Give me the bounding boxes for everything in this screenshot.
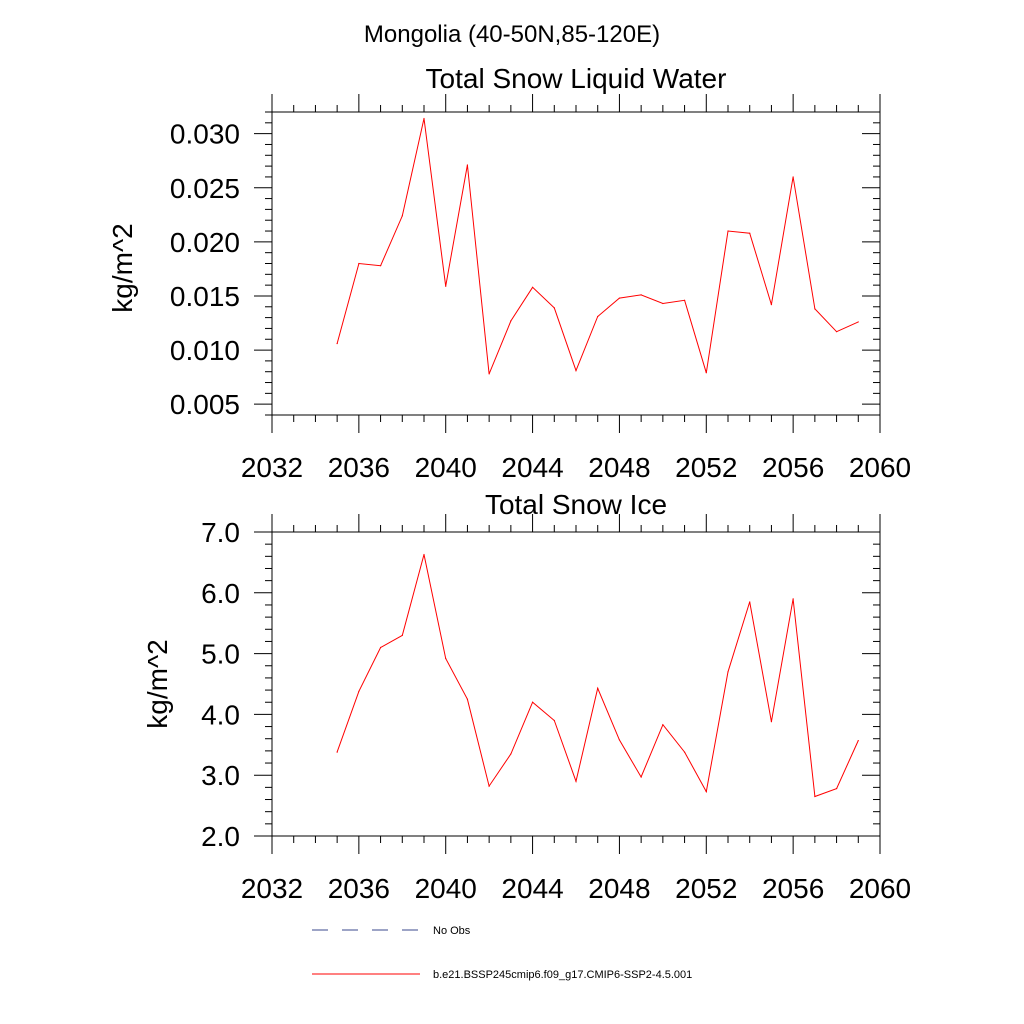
x-tick-label: 2044	[501, 452, 563, 483]
panel-snow-ice: Total Snow Ice kg/m^2 2032 2036 2040 2044 20…	[142, 489, 911, 904]
data-point	[358, 690, 360, 692]
data-point	[510, 753, 512, 755]
data-point	[445, 657, 447, 660]
data-point	[488, 785, 490, 787]
data-point	[727, 671, 729, 673]
data-point	[814, 795, 816, 798]
data-point	[683, 751, 686, 753]
x-tick-label: 2040	[415, 873, 477, 904]
series-line	[336, 554, 859, 798]
data-point	[531, 701, 534, 703]
data-point	[770, 304, 773, 306]
data-point	[423, 117, 425, 120]
data-point	[857, 739, 859, 742]
series-line	[336, 118, 859, 375]
data-point	[379, 265, 382, 267]
legend-label-no-obs: No Obs	[433, 925, 471, 937]
data-point	[510, 320, 512, 322]
y-axis-label: kg/m^2	[142, 639, 173, 728]
y-tick-label: 0.030	[170, 119, 240, 150]
data-point	[749, 232, 751, 234]
data-point	[597, 687, 599, 689]
x-tick-label: 2032	[241, 873, 303, 904]
data-point	[835, 787, 838, 790]
legend: No Obs b.e21.BSSP245cmip6.f09_g17.CMIP6-…	[312, 925, 692, 981]
data-point	[488, 373, 490, 375]
data-point	[640, 776, 642, 778]
y-tick-label: 0.020	[170, 227, 240, 258]
data-point	[401, 215, 403, 217]
x-tick-label: 2056	[762, 452, 824, 483]
data-point	[336, 751, 338, 753]
data-point	[618, 297, 621, 299]
data-point	[466, 698, 469, 700]
panel-title: Total Snow Ice	[485, 489, 667, 520]
data-point	[727, 230, 729, 232]
y-tick-label: 3.0	[201, 760, 240, 791]
x-tick-label: 2052	[675, 873, 737, 904]
data-point	[835, 331, 838, 333]
y-tick-label: 6.0	[201, 578, 240, 609]
data-point	[445, 285, 447, 287]
data-point	[336, 342, 338, 345]
data-point	[705, 791, 707, 793]
x-tick-label: 2044	[501, 873, 563, 904]
x-tick-label: 2060	[849, 452, 911, 483]
y-tick-label: 0.005	[170, 389, 240, 420]
plot-frame	[271, 531, 881, 837]
data-point	[575, 370, 577, 372]
x-tick-label: 2040	[415, 452, 477, 483]
data-point	[423, 553, 425, 556]
y-tick-label: 0.025	[170, 173, 240, 204]
data-point	[814, 308, 816, 310]
legend-label-model: b.e21.BSSP245cmip6.f09_g17.CMIP6-SSP2-4.…	[433, 969, 692, 981]
figure-suptitle: Mongolia (40-50N,85-120E)	[364, 21, 660, 48]
data-point	[662, 302, 664, 305]
x-tick-label: 2060	[849, 873, 911, 904]
x-tick-label: 2036	[328, 873, 390, 904]
y-tick-label: 0.010	[170, 335, 240, 366]
data-point	[640, 294, 642, 296]
data-point	[749, 601, 751, 603]
y-tick-label: 0.015	[170, 281, 240, 312]
panel-snow-liquid-water: Total Snow Liquid Water kg/m^2 2032 2036 2…	[107, 63, 911, 483]
data-point	[770, 721, 773, 723]
data-point	[857, 321, 859, 323]
x-tick-label: 2048	[588, 873, 650, 904]
data-point	[792, 176, 794, 178]
x-tick-label: 2048	[588, 452, 650, 483]
data-point	[575, 780, 577, 782]
data-point	[662, 724, 664, 726]
x-tick-label: 2032	[241, 452, 303, 483]
data-point	[358, 262, 360, 265]
data-point	[466, 164, 469, 166]
data-point	[379, 646, 382, 649]
x-tick-label: 2052	[675, 452, 737, 483]
data-point	[792, 598, 794, 600]
y-axis-label: kg/m^2	[107, 223, 138, 312]
data-point	[618, 739, 621, 741]
y-tick-label: 4.0	[201, 699, 240, 730]
data-point	[531, 286, 534, 288]
data-point	[705, 372, 707, 374]
panel-title: Total Snow Liquid Water	[426, 63, 727, 94]
x-tick-label: 2056	[762, 873, 824, 904]
data-point	[683, 299, 686, 301]
y-tick-label: 7.0	[201, 517, 240, 548]
data-point	[553, 307, 555, 309]
data-point	[553, 719, 555, 722]
data-point	[401, 634, 403, 636]
y-tick-label: 2.0	[201, 821, 240, 852]
data-point	[597, 315, 599, 318]
y-tick-label: 5.0	[201, 639, 240, 670]
x-tick-label: 2036	[328, 452, 390, 483]
